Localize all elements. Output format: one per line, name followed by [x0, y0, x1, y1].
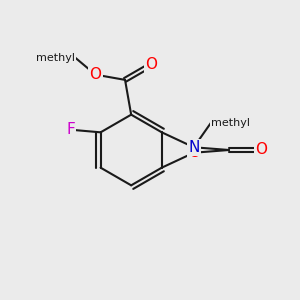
- Text: O: O: [89, 67, 101, 82]
- Text: N: N: [188, 140, 200, 155]
- Text: F: F: [66, 122, 75, 137]
- Text: methyl: methyl: [36, 52, 75, 63]
- Text: O: O: [255, 142, 267, 158]
- Text: O: O: [188, 145, 200, 160]
- Text: O: O: [145, 57, 157, 72]
- Text: methyl: methyl: [211, 118, 250, 128]
